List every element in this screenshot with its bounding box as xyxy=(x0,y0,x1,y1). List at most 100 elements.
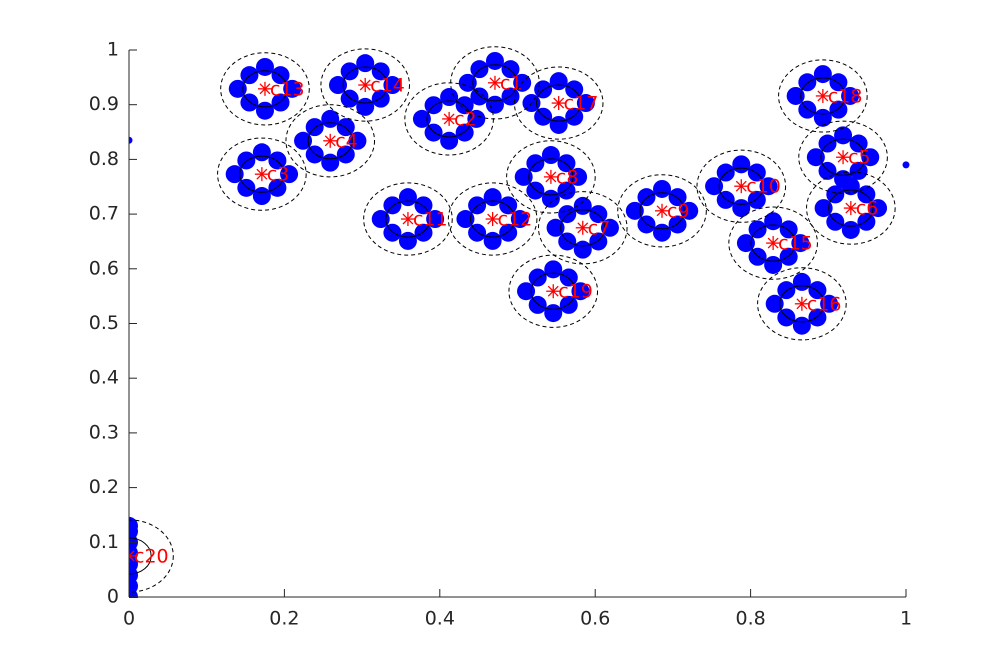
point xyxy=(558,205,577,224)
point xyxy=(747,163,766,182)
inner-ellipse xyxy=(750,224,796,262)
y-tick-label: 1 xyxy=(107,39,119,61)
x-tick-label: 0.4 xyxy=(425,608,455,630)
inner-ellipse xyxy=(385,200,431,238)
point xyxy=(716,190,735,209)
point xyxy=(440,131,459,150)
inner-ellipse xyxy=(469,200,516,238)
x-tick-label: 1 xyxy=(900,608,912,630)
point xyxy=(348,131,367,150)
point xyxy=(549,72,568,91)
outlier-point xyxy=(129,136,133,144)
point xyxy=(716,163,735,182)
point xyxy=(668,188,687,207)
center-stroke xyxy=(553,97,565,109)
point xyxy=(371,89,390,108)
inner-ellipse xyxy=(129,537,152,575)
point xyxy=(526,181,545,200)
point xyxy=(383,76,402,95)
center-stroke xyxy=(489,77,501,89)
center-marker xyxy=(129,548,136,563)
inner-ellipse xyxy=(528,158,574,196)
point xyxy=(849,161,868,180)
point xyxy=(499,196,518,215)
point xyxy=(424,96,443,115)
point xyxy=(468,223,487,242)
cluster-label: c6 xyxy=(856,198,879,220)
center-stroke xyxy=(735,180,747,192)
point xyxy=(228,79,247,98)
point xyxy=(791,234,810,253)
x-tick-label: 0 xyxy=(123,608,135,630)
point xyxy=(680,201,699,220)
point xyxy=(240,66,259,85)
outer-ellipse xyxy=(798,120,888,194)
point xyxy=(637,188,656,207)
point xyxy=(808,308,827,327)
point xyxy=(792,272,811,291)
outer-ellipse xyxy=(217,137,307,211)
cluster-label: c17 xyxy=(564,93,599,115)
point xyxy=(398,188,417,207)
point xyxy=(336,145,355,164)
y-tick-label: 0.6 xyxy=(89,257,119,279)
center-marker xyxy=(257,81,272,96)
center-stroke xyxy=(324,135,336,147)
outer-ellipse xyxy=(617,174,707,248)
point xyxy=(455,96,474,115)
point xyxy=(485,51,504,70)
point xyxy=(829,73,848,92)
point xyxy=(414,223,433,242)
point xyxy=(834,126,853,145)
point xyxy=(528,268,547,287)
point xyxy=(813,65,832,84)
y-tick-label: 0.2 xyxy=(89,476,119,498)
point xyxy=(501,60,520,79)
center-stroke xyxy=(443,113,455,125)
outer-ellipse xyxy=(363,182,453,256)
center-stroke xyxy=(487,213,499,225)
point xyxy=(240,93,259,112)
outer-ellipse xyxy=(513,66,604,140)
point xyxy=(528,295,547,314)
inner-ellipse xyxy=(426,100,472,138)
center-marker xyxy=(551,96,566,111)
plot-area: c1 c2 c3 c4 c5 c6 c7 c8 c9 c10 c11 c12 c13 c14 c15 c16 c… xyxy=(129,46,910,598)
point xyxy=(268,178,287,197)
point xyxy=(483,188,502,207)
y-tick-label: 0.4 xyxy=(89,367,119,389)
center-marker xyxy=(546,284,561,299)
point xyxy=(271,66,290,85)
point xyxy=(764,255,783,274)
cluster-label: c4 xyxy=(335,130,358,152)
point xyxy=(814,199,833,218)
point xyxy=(748,247,767,266)
point xyxy=(777,281,796,300)
point xyxy=(826,185,845,204)
point xyxy=(826,212,845,231)
outer-ellipse xyxy=(404,82,494,156)
cluster-label: c5 xyxy=(848,147,871,169)
point xyxy=(589,232,608,251)
center-marker xyxy=(575,220,590,235)
point xyxy=(321,153,340,172)
point xyxy=(271,93,290,112)
center-stroke xyxy=(129,550,135,557)
center-stroke xyxy=(129,555,135,562)
point xyxy=(748,220,767,239)
center-stroke xyxy=(845,202,857,214)
x-tick-label: 0.2 xyxy=(269,608,299,630)
point xyxy=(798,100,817,119)
inner-ellipse xyxy=(779,285,825,323)
cluster-label: c13 xyxy=(270,78,305,100)
inner-ellipse xyxy=(828,189,874,227)
point xyxy=(371,210,390,229)
y-tick-label: 0.3 xyxy=(89,421,119,443)
point xyxy=(792,316,811,335)
outer-ellipse xyxy=(320,48,410,122)
point xyxy=(534,107,553,126)
cluster-label: c11 xyxy=(413,209,448,231)
cluster-label: c10 xyxy=(746,176,781,198)
point xyxy=(501,87,520,106)
point xyxy=(653,179,672,198)
